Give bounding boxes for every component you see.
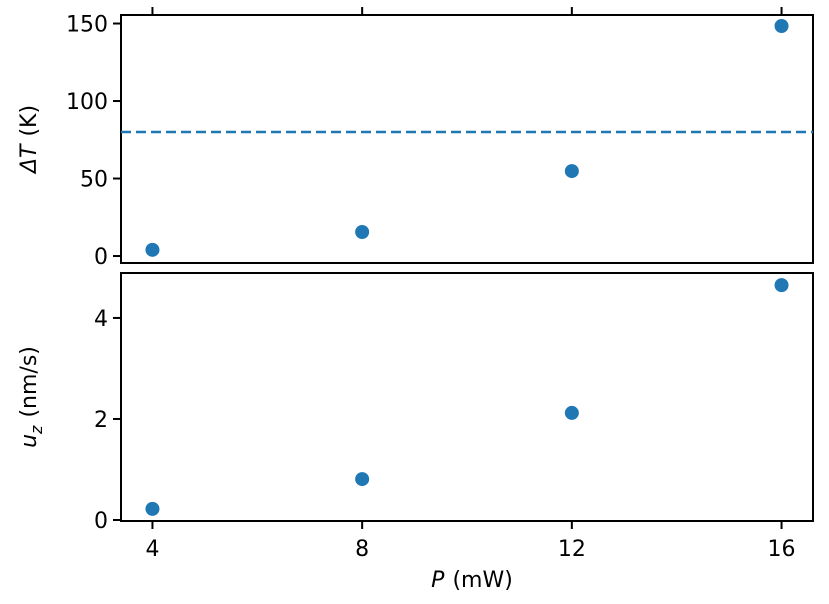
axes-frame [120,272,814,522]
data-point [564,405,579,420]
axis-label: uz (nm/s) [17,346,46,448]
y-tick-label: 0 [94,509,108,534]
y-tick-label: 4 [94,307,108,332]
x-tick-label: 8 [355,537,369,562]
x-tick-label: 12 [558,537,586,562]
data-point [774,19,789,34]
label-unit: (K) [17,105,42,137]
data-point [355,472,370,487]
data-point [145,501,160,516]
label-symbol: ΔT [17,143,42,175]
axis-label: ΔT (K) [17,105,42,175]
y-tick-label: 100 [66,90,108,115]
axis-label: P (mW) [431,568,513,593]
data-point [564,164,579,179]
label-symbol: P [431,568,445,593]
y-tick-label: 2 [94,408,108,433]
data-point [774,278,789,293]
data-point [355,225,370,239]
label-unit: (nm/s) [17,346,42,417]
x-tick-label: 4 [145,537,159,562]
y-tick-label: 50 [80,168,108,193]
label-unit: (mW) [452,568,512,593]
label-subscript: z [27,425,46,435]
data-point [145,242,160,257]
y-tick-label: 150 [66,13,108,38]
y-tick-label: 0 [94,245,108,270]
label-symbol: u [17,434,42,448]
x-tick-label: 16 [768,537,796,562]
axes-frame [120,14,814,264]
